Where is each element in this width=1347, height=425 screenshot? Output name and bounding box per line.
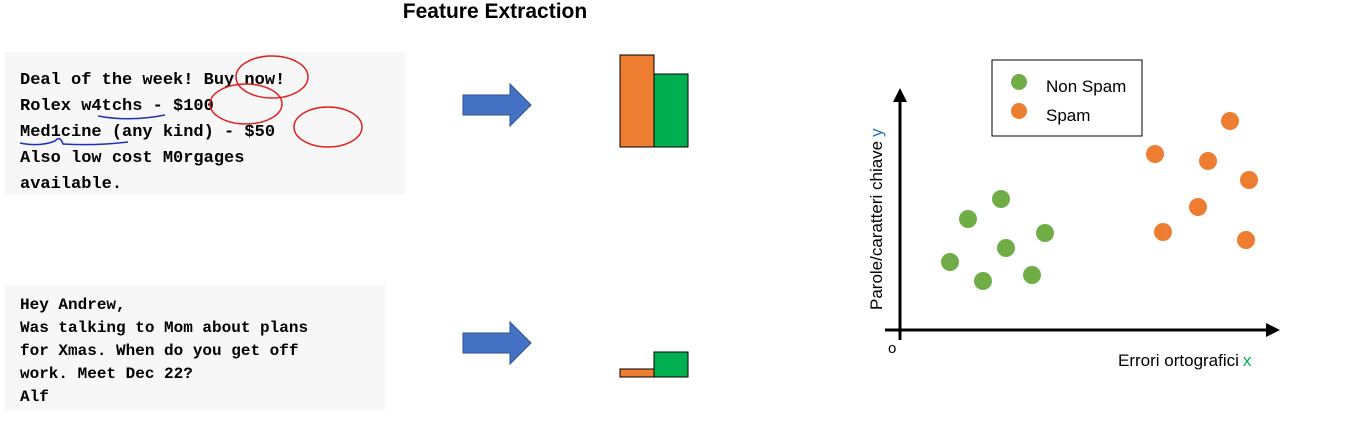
email-line: Was talking to Mom about plans [20,319,308,337]
underline [97,114,166,120]
point [959,210,977,228]
feature-bar [619,54,655,148]
origin-label: o [888,340,896,357]
email-line: for Xmas. When do you get off [20,342,298,360]
y-symbol: y [867,128,886,137]
email-line: work. Meet Dec 22? [20,365,193,383]
legend-swatch [1011,74,1027,90]
legend-label: Non Spam [1046,77,1126,96]
email-line: available. [20,175,122,194]
y-label-text: Parole/caratteri chiave [867,141,886,310]
ham-email-box [5,285,385,410]
feature-bar [653,73,689,148]
highlight-circle [293,106,363,148]
axis-arrow [1266,323,1280,337]
highlight-circle [235,55,309,99]
x-label-text: Errori ortografici [1118,351,1239,370]
point [941,253,959,271]
point [1189,198,1207,216]
spam-email-box [5,52,405,195]
legend-swatch [1011,103,1027,119]
email-line: Med1cine (any kind) - $50 [20,123,275,142]
email-line: Also low cost M0rgages [20,149,244,168]
point [974,272,992,290]
point [1023,266,1041,284]
legend [991,59,1143,137]
legend-label: Spam [1046,106,1090,125]
x-axis-label: Errori ortografici x [1118,351,1252,370]
axis-arrow [893,88,907,102]
point [1221,112,1239,130]
y-axis-label: Parole/caratteri chiave y [867,128,886,310]
point [1036,224,1054,242]
feature-bar [619,368,655,378]
arrow [462,82,532,128]
point [992,190,1010,208]
point [1199,152,1217,170]
title: Feature Extraction [403,0,587,23]
highlight-circle [209,83,283,125]
email-line: Hey Andrew, [20,296,126,314]
underline [19,137,129,146]
point [1154,223,1172,241]
point [997,239,1015,257]
email-line: Alf [20,388,49,406]
email-line: Deal of the week! Buy now! [20,71,285,90]
point [1237,231,1255,249]
arrow [462,320,532,366]
point [1240,171,1258,189]
feature-bar [653,351,689,378]
email-line: Rolex w4tchs - $100 [20,97,214,116]
x-symbol: x [1243,351,1252,370]
point [1146,145,1164,163]
